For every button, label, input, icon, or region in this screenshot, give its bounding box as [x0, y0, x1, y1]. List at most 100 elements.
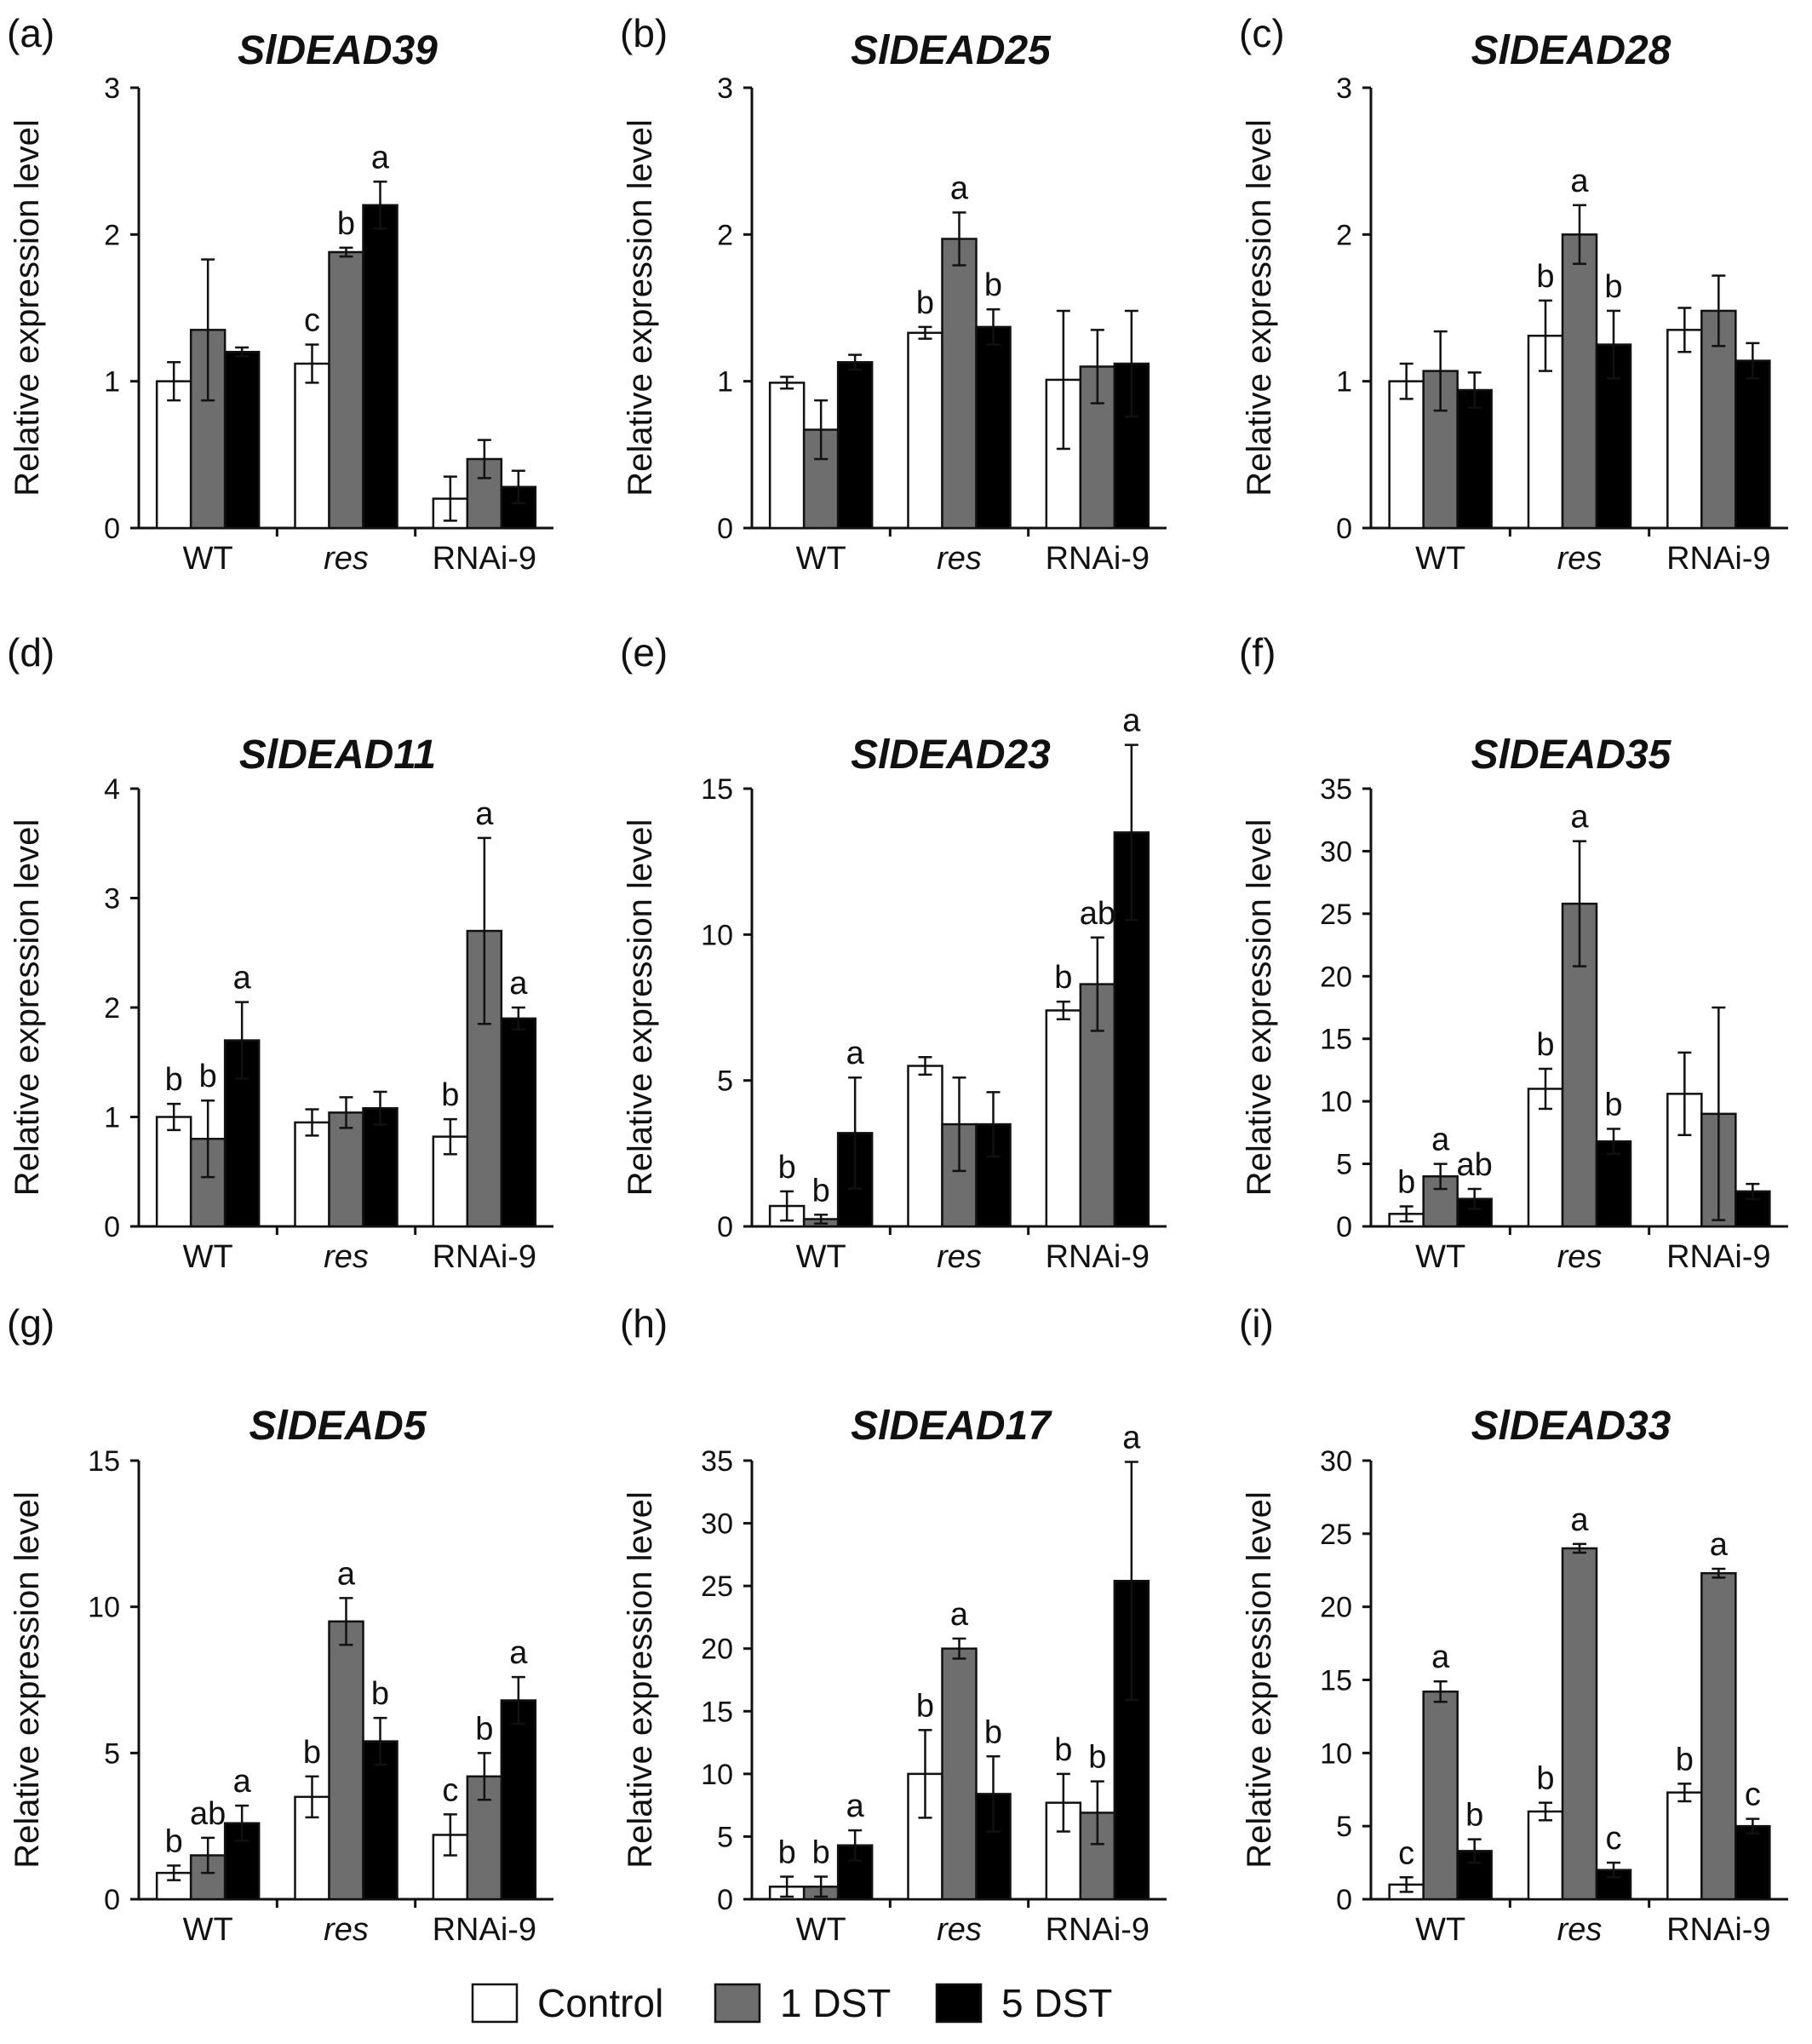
bar: [432, 1834, 469, 1901]
significance-letter: a: [1570, 800, 1589, 835]
panel-d: (d) SlDEAD11 Relative expression level 0 1 2 3…: [7, 630, 553, 1275]
significance-letter: b: [1397, 1165, 1415, 1201]
bar: [941, 1647, 978, 1901]
bar: [1735, 359, 1771, 530]
panel-label: (b): [620, 11, 668, 55]
significance-letter: b: [1536, 1761, 1554, 1797]
y-tick-label: 15: [88, 1445, 120, 1478]
category-label: WT: [183, 1912, 233, 1948]
category-label: res: [1557, 541, 1603, 577]
significance-letter: b: [916, 1688, 934, 1724]
y-axis-label: Relative expression level: [1241, 119, 1278, 496]
significance-letter: c: [1745, 1777, 1761, 1813]
y-tick-label: 2: [104, 992, 120, 1025]
panel-b: (b) SlDEAD25 Relative expression level 0 1 2 3…: [620, 11, 1167, 577]
y-tick-label: 2: [717, 219, 733, 251]
category-label: res: [324, 541, 369, 577]
significance-letter: b: [984, 267, 1002, 303]
significance-letter: b: [916, 285, 934, 321]
legend-swatch: [471, 1983, 519, 2024]
bar: [1527, 1810, 1564, 1901]
significance-letter: a: [233, 961, 252, 996]
significance-letter: c: [1398, 1835, 1414, 1871]
y-tick-label: 10: [88, 1592, 120, 1624]
significance-letter: b: [1536, 1027, 1554, 1063]
panel-title: SlDEAD17: [851, 1404, 1052, 1449]
bar: [328, 1620, 364, 1901]
y-tick-label: 0: [717, 1884, 733, 1916]
significance-letter: ab: [190, 1796, 226, 1832]
y-axis-label: Relative expression level: [622, 819, 659, 1196]
significance-letter: a: [1570, 1502, 1589, 1538]
significance-letter: a: [1431, 1639, 1450, 1675]
significance-letter: b: [812, 1173, 830, 1209]
category-label: WT: [796, 1239, 846, 1275]
y-tick-label: 3: [104, 72, 120, 105]
y-tick-label: 35: [701, 1445, 733, 1478]
y-tick-label: 25: [701, 1570, 733, 1603]
bar: [1045, 1009, 1082, 1228]
bar: [500, 1017, 537, 1228]
y-tick-label: 20: [1320, 1592, 1352, 1624]
panel-label: (d): [7, 630, 54, 675]
panel-label: (i): [1239, 1301, 1274, 1346]
panel-a: (a) SlDEAD39 Relative expression level 0 1 2 3…: [7, 11, 553, 577]
category-label: WT: [1415, 1912, 1465, 1948]
significance-letter: b: [337, 206, 355, 242]
panel-i: (i) SlDEAD33 Relative expression level 0 5 10…: [1239, 1301, 1788, 1948]
significance-letter: b: [1465, 1798, 1483, 1834]
significance-letter: ab: [1457, 1147, 1493, 1183]
bar: [223, 350, 261, 530]
y-tick-label: 0: [1336, 513, 1352, 545]
panel-title: SlDEAD28: [1471, 28, 1672, 73]
significance-letter: a: [509, 966, 528, 1002]
category-label: WT: [183, 541, 233, 577]
category-label: RNAi-9: [433, 1239, 536, 1275]
y-tick-label: 0: [104, 513, 120, 545]
bar: [1595, 1140, 1632, 1228]
y-tick-label: 20: [701, 1633, 733, 1666]
category-label: WT: [796, 1912, 846, 1948]
significance-letter: c: [1606, 1821, 1622, 1857]
bar: [328, 1111, 364, 1228]
y-tick-label: 15: [1320, 1665, 1352, 1697]
bar: [768, 382, 806, 530]
category-label: RNAi-9: [1666, 1239, 1770, 1275]
bar: [907, 1065, 943, 1228]
category-label: RNAi-9: [1046, 1239, 1150, 1275]
category-label: WT: [1415, 541, 1465, 577]
y-tick-label: 30: [701, 1508, 733, 1541]
category-label: WT: [1415, 1239, 1465, 1275]
bar: [1456, 388, 1493, 530]
significance-letter: c: [442, 1772, 458, 1808]
significance-letter: a: [950, 1597, 969, 1633]
y-axis-label: Relative expression level: [622, 119, 659, 496]
bar: [836, 361, 874, 530]
category-label: RNAi-9: [1666, 541, 1770, 577]
category-label: res: [1557, 1912, 1603, 1948]
bar: [294, 362, 330, 530]
panel-label: (c): [1239, 11, 1285, 55]
significance-letter: b: [984, 1714, 1002, 1750]
category-label: res: [324, 1912, 369, 1948]
panel-g: (g) SlDEAD5 Relative expression level 0 5 10 1…: [7, 1301, 553, 1948]
y-tick-label: 10: [1320, 1086, 1352, 1118]
y-tick-label: 15: [1320, 1024, 1352, 1056]
panel-label: (e): [620, 630, 668, 675]
y-tick-label: 1: [1336, 366, 1352, 399]
y-tick-label: 30: [1320, 835, 1352, 868]
y-tick-label: 5: [717, 1821, 733, 1853]
legend-swatch: [935, 1983, 983, 2024]
y-tick-label: 4: [104, 773, 120, 806]
legend-label: 1 DST: [780, 1981, 891, 2025]
bar: [1422, 1690, 1459, 1901]
y-axis-label: Relative expression level: [1241, 819, 1278, 1196]
significance-letter: a: [950, 170, 969, 206]
significance-letter: a: [509, 1635, 528, 1671]
significance-letter: b: [165, 1062, 183, 1098]
y-tick-label: 3: [717, 72, 733, 105]
significance-letter: a: [1431, 1122, 1450, 1158]
significance-letter: b: [812, 1835, 830, 1871]
y-tick-label: 0: [104, 1884, 120, 1916]
panel-c: (c) SlDEAD28 Relative expression level 0 1 2 3…: [1239, 11, 1788, 577]
